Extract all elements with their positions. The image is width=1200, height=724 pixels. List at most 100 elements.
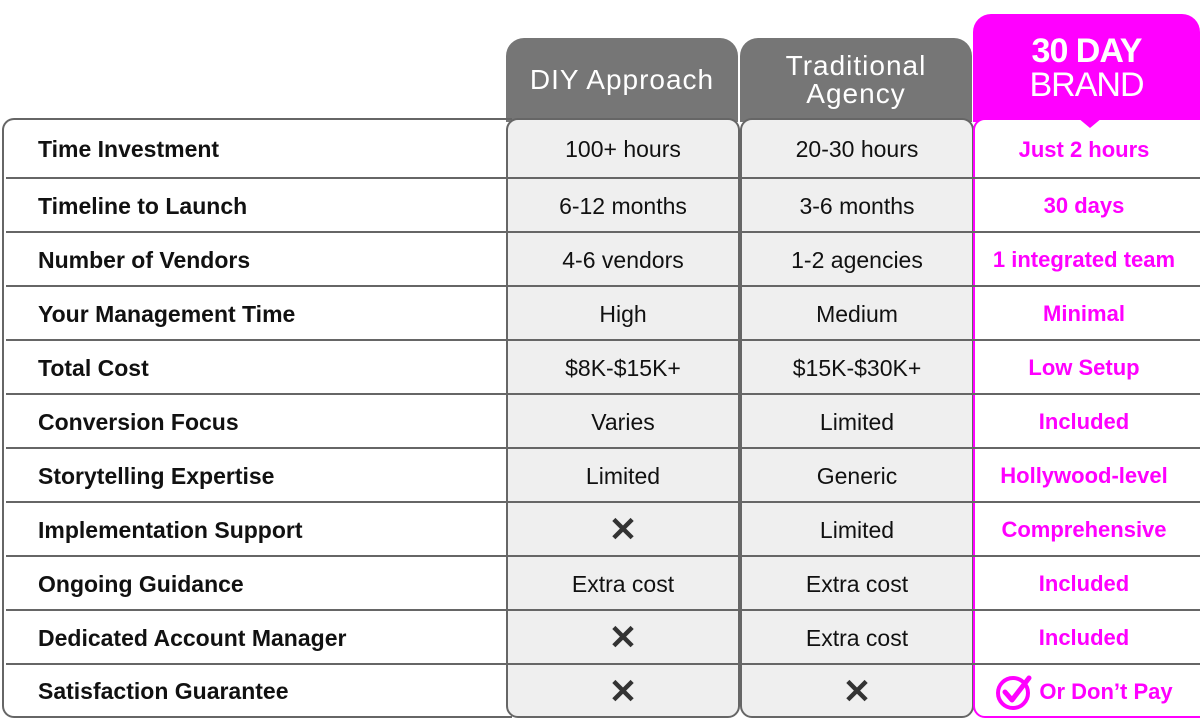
header-brand-line2: BRAND: [1029, 66, 1144, 104]
traditional-column: 20-30 hours 3-6 months 1-2 agencies Medium $…: [740, 118, 974, 718]
cell-trad: Extra cost: [742, 557, 972, 611]
brand-text: Comprehensive: [1001, 517, 1167, 542]
cell-brand: Or Don’t Pay: [975, 665, 1200, 718]
cell-diy: Limited: [508, 449, 738, 503]
header-diy: DIY Approach: [506, 38, 738, 122]
diy-text: $8K-$15K+: [565, 354, 681, 381]
brand-text: Included: [1038, 625, 1130, 650]
brand-text: 1 integrated team: [992, 247, 1176, 272]
cell-trad: Generic: [742, 449, 972, 503]
cell-label: Timeline to Launch: [4, 179, 512, 233]
header-notch: [1078, 118, 1102, 128]
cell-trad: 1-2 agencies: [742, 233, 972, 287]
row-divider: [6, 501, 1200, 503]
cell-brand: Just 2 hours: [975, 120, 1200, 179]
brand-text: 30 days: [1043, 193, 1125, 218]
check-circle-icon: [996, 675, 1032, 710]
x-icon: ✕: [608, 672, 638, 711]
cell-brand: Comprehensive: [975, 503, 1200, 557]
header-trad-line1: Traditional: [785, 50, 927, 81]
label-text: Implementation Support: [38, 516, 303, 543]
header-diy-label: DIY Approach: [529, 64, 715, 95]
diy-text: Extra cost: [571, 570, 675, 597]
trad-text: 3-6 months: [799, 192, 915, 219]
cell-trad: 20-30 hours: [742, 120, 972, 179]
cell-diy: Extra cost: [508, 557, 738, 611]
header-brand: 30 DAY BRAND: [973, 14, 1200, 122]
diy-text: Limited: [585, 462, 661, 489]
cell-diy: $8K-$15K+: [508, 341, 738, 395]
label-text: Storytelling Expertise: [38, 462, 275, 489]
header-brand-line1: 30 DAY: [1031, 32, 1143, 70]
brand-text: Hollywood-level: [1000, 463, 1168, 488]
trad-text: Extra cost: [805, 624, 909, 651]
cell-brand: Included: [975, 395, 1200, 449]
row-divider: [6, 177, 1200, 179]
cell-trad: Medium: [742, 287, 972, 341]
label-text: Dedicated Account Manager: [38, 624, 347, 651]
cell-label: Time Investment: [4, 120, 512, 179]
diy-column: 100+ hours 6-12 months 4-6 vendors High $8K-…: [506, 118, 740, 718]
cell-trad: Limited: [742, 503, 972, 557]
labels-column: Time Investment Timeline to Launch Number …: [2, 118, 512, 718]
cell-diy: ✕: [508, 665, 738, 718]
cell-label: Storytelling Expertise: [4, 449, 512, 503]
cell-trad: $15K-$30K+: [742, 341, 972, 395]
cell-label: Number of Vendors: [4, 233, 512, 287]
diy-text: Varies: [591, 408, 655, 435]
brand-text: Or Don’t Pay: [1039, 678, 1173, 704]
row-divider: [6, 393, 1200, 395]
cell-label: Total Cost: [4, 341, 512, 395]
cell-brand: Included: [975, 611, 1200, 665]
cell-label: Ongoing Guidance: [4, 557, 512, 611]
cell-brand: 30 days: [975, 179, 1200, 233]
trad-text: Extra cost: [805, 570, 909, 597]
cell-brand: Low Setup: [975, 341, 1200, 395]
cell-label: Implementation Support: [4, 503, 512, 557]
trad-text: Limited: [819, 408, 895, 435]
row-divider: [6, 447, 1200, 449]
cell-brand: 1 integrated team: [975, 233, 1200, 287]
cell-label: Dedicated Account Manager: [4, 611, 512, 665]
diy-text: High: [599, 300, 647, 327]
label-text: Timeline to Launch: [38, 192, 248, 219]
trad-text: Medium: [816, 300, 898, 327]
cell-trad: Limited: [742, 395, 972, 449]
cell-diy: 6-12 months: [508, 179, 738, 233]
trad-text: 20-30 hours: [795, 136, 919, 162]
trad-text: $15K-$30K+: [792, 354, 922, 381]
cell-diy: 100+ hours: [508, 120, 738, 179]
trad-text: Limited: [819, 516, 895, 543]
header-trad-line2: Agency: [806, 78, 906, 109]
header-traditional: Traditional Agency: [740, 38, 972, 122]
label-text: Your Management Time: [38, 300, 296, 327]
cell-label: Your Management Time: [4, 287, 512, 341]
diy-text: 4-6 vendors: [562, 246, 684, 273]
cell-trad: Extra cost: [742, 611, 972, 665]
label-text: Time Investment: [38, 136, 220, 162]
cell-label: Conversion Focus: [4, 395, 512, 449]
x-icon: ✕: [608, 511, 638, 549]
cell-brand: Minimal: [975, 287, 1200, 341]
diy-text: 6-12 months: [559, 192, 687, 219]
row-divider: [6, 285, 1200, 287]
cell-diy: ✕: [508, 611, 738, 665]
cell-trad: 3-6 months: [742, 179, 972, 233]
brand-text: Included: [1038, 409, 1130, 434]
row-divider: [6, 339, 1200, 341]
row-divider: [6, 609, 1200, 611]
brand-text: Minimal: [1043, 301, 1125, 326]
brand-text: Low Setup: [1028, 355, 1140, 380]
row-divider: [6, 231, 1200, 233]
label-text: Total Cost: [38, 354, 149, 381]
x-icon: ✕: [842, 672, 872, 711]
cell-diy: Varies: [508, 395, 738, 449]
cell-diy: High: [508, 287, 738, 341]
cell-brand: Included: [975, 557, 1200, 611]
brand-text: Included: [1038, 571, 1130, 596]
cell-diy: 4-6 vendors: [508, 233, 738, 287]
trad-text: 1-2 agencies: [791, 246, 923, 273]
brand-text: Just 2 hours: [1018, 136, 1150, 162]
cell-label: Satisfaction Guarantee: [4, 665, 512, 718]
cell-diy: ✕: [508, 503, 738, 557]
